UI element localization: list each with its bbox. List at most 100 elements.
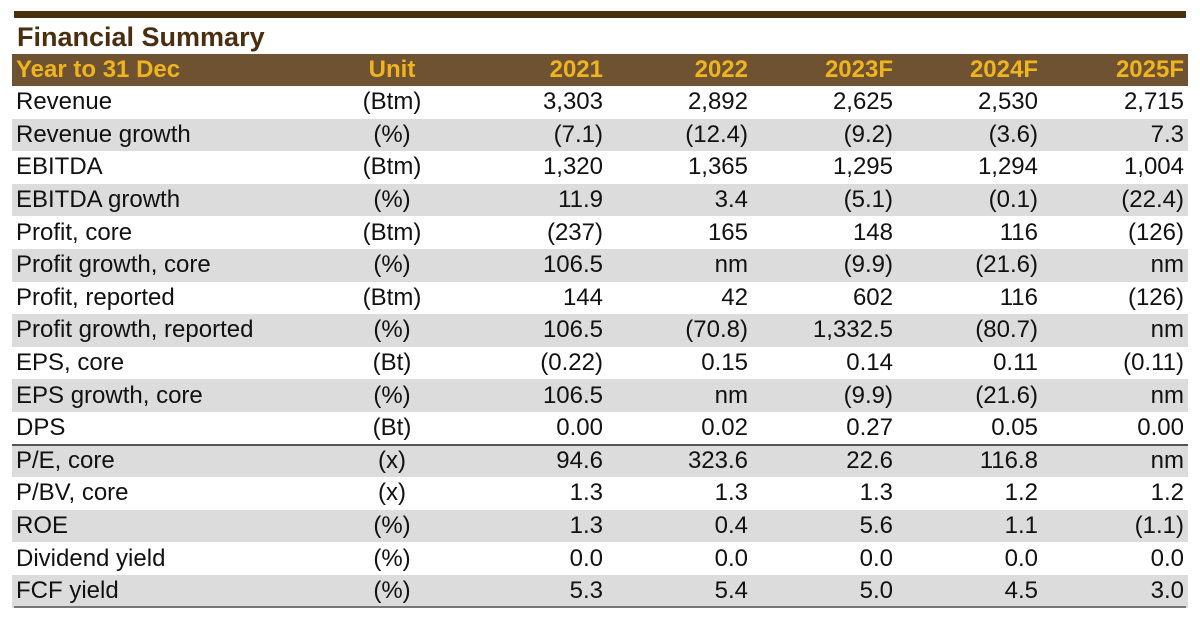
row-value: 116 — [999, 218, 1038, 246]
row-label: DPS — [16, 413, 66, 441]
row-unit: (%) — [373, 577, 411, 605]
table-row-pbv-core: P/BV, core (x) 1.3 1.3 1.3 1.2 1.2 — [12, 477, 1188, 510]
row-value: nm — [1042, 443, 1188, 478]
row-value: 0.00 — [556, 413, 603, 441]
row-unit: (Btm) — [362, 153, 422, 181]
row-value: 2,892 — [687, 88, 748, 116]
row-unit: (%) — [373, 544, 411, 572]
row-value: 116.8 — [897, 443, 1042, 478]
row-value: 11.9 — [558, 186, 603, 214]
header-year-2021: 2021 — [549, 56, 603, 83]
row-value: 2,715 — [1123, 88, 1184, 116]
table-row-dividend-yield: Dividend yield (%) 0.0 0.0 0.0 0.0 0.0 — [12, 542, 1188, 575]
row-value: 165 — [707, 218, 748, 246]
row-value: (70.8) — [685, 316, 748, 344]
row-value: (9.9) — [843, 381, 893, 409]
row-label: Profit, reported — [16, 283, 175, 311]
row-label: Revenue growth — [16, 120, 191, 148]
table-row-pe-core: P/E, core (x) 94.6 323.6 22.6 116.8 nm — [12, 443, 1188, 478]
row-value: 0.0 — [859, 544, 893, 572]
row-unit: (%) — [373, 316, 411, 344]
row-value: 1.2 — [1150, 479, 1184, 507]
table-row-ebitda: EBITDA (Btm) 1,320 1,365 1,295 1,294 1,0… — [12, 151, 1188, 184]
row-value: 0.00 — [1137, 413, 1184, 441]
row-value: (9.2) — [843, 120, 893, 148]
row-value: 1.3 — [569, 512, 603, 540]
row-value: 0.4 — [714, 512, 748, 540]
row-value: 0.05 — [991, 413, 1038, 441]
row-value: 0.27 — [846, 413, 893, 441]
table-row-profit-core: Profit, core (Btm) (237) 165 148 116 (12… — [12, 216, 1188, 249]
row-label: ROE — [16, 512, 69, 540]
row-value: 1.1 — [1004, 512, 1038, 540]
row-unit: (Btm) — [362, 88, 422, 116]
header-row: Year to 31 Dec Unit 2021 2022 2023F 2024… — [12, 54, 1188, 86]
row-value: 0.14 — [846, 349, 893, 377]
bottom-rule — [14, 606, 1186, 608]
header-year-2025f: 2025F — [1115, 56, 1184, 83]
row-value: 5.6 — [859, 512, 893, 540]
header-year-2024f: 2024F — [969, 56, 1038, 83]
row-value: 7.3 — [1150, 120, 1184, 148]
row-value: 3,303 — [542, 88, 603, 116]
table-row-fcf-yield: FCF yield (%) 5.3 5.4 5.0 4.5 3.0 — [12, 574, 1188, 608]
row-value: (0.11) — [1123, 349, 1184, 377]
row-value: 144 — [562, 283, 603, 311]
row-value: (237) — [546, 218, 603, 246]
header-unit: Unit — [368, 56, 416, 83]
table-row-ebitda-growth: EBITDA growth (%) 11.9 3.4 (5.1) (0.1) (… — [12, 183, 1188, 217]
table-row-revenue: Revenue (Btm) 3,303 2,892 2,625 2,530 2,… — [12, 86, 1188, 119]
row-unit: (%) — [373, 251, 411, 279]
row-value: (21.6) — [975, 251, 1038, 279]
header-year-2023f: 2023F — [824, 56, 893, 83]
row-value: nm — [714, 251, 748, 279]
row-unit: (%) — [373, 120, 411, 148]
row-value: nm — [1150, 381, 1184, 409]
row-value: (126) — [1127, 283, 1184, 311]
row-label: Profit, core — [16, 218, 133, 246]
row-value: 1,332.5 — [812, 316, 893, 344]
table-row-revenue-growth: Revenue growth (%) (7.1) (12.4) (9.2) (3… — [12, 118, 1188, 152]
row-label: FCF yield — [16, 577, 119, 605]
table-row-profit-growth-reported: Profit growth, reported (%) 106.5 (70.8)… — [12, 314, 1188, 347]
row-value: 22.6 — [752, 443, 897, 478]
row-value: (3.6) — [988, 120, 1038, 148]
row-label: P/BV, core — [16, 479, 129, 507]
row-unit: (%) — [373, 512, 411, 540]
row-value: 1,295 — [832, 153, 893, 181]
row-unit: (Bt) — [372, 413, 412, 441]
row-value: 3.0 — [1150, 577, 1184, 605]
row-value: 0.0 — [569, 544, 603, 572]
row-unit: (%) — [373, 186, 411, 214]
row-label: EPS, core — [16, 349, 125, 377]
row-label: Dividend yield — [16, 544, 166, 572]
row-value: (0.1) — [988, 186, 1038, 214]
page-title: Financial Summary — [17, 22, 265, 52]
row-value: 148 — [852, 218, 893, 246]
row-value: 1,004 — [1123, 153, 1184, 181]
row-value: (5.1) — [843, 186, 893, 214]
row-label: Revenue — [16, 88, 113, 116]
row-value: nm — [1150, 316, 1184, 344]
row-value: 1.2 — [1004, 479, 1038, 507]
row-value: nm — [1150, 251, 1184, 279]
row-value: (1.1) — [1134, 512, 1184, 540]
row-value: (126) — [1127, 218, 1184, 246]
row-value: (22.4) — [1121, 186, 1184, 214]
row-value: 94.6 — [462, 443, 607, 478]
row-value: 2,530 — [977, 88, 1038, 116]
row-value: 3.4 — [714, 186, 748, 214]
financial-summary-table: Year to 31 Dec Unit 2021 2022 2023F 2024… — [12, 54, 1188, 608]
table-row-profit-reported: Profit, reported (Btm) 144 42 602 116 (1… — [12, 282, 1188, 315]
table-row-roe: ROE (%) 1.3 0.4 5.6 1.1 (1.1) — [12, 509, 1188, 543]
row-value: 1.3 — [859, 479, 893, 507]
row-value: 2,625 — [832, 88, 893, 116]
row-value: (9.9) — [843, 251, 893, 279]
table-row-profit-growth-core: Profit growth, core (%) 106.5 nm (9.9) (… — [12, 248, 1188, 282]
row-unit: (Bt) — [372, 349, 412, 377]
row-value: 4.5 — [1004, 577, 1038, 605]
row-unit: (x) — [378, 479, 406, 507]
row-value: (7.1) — [553, 120, 603, 148]
row-label: EPS growth, core — [16, 381, 203, 409]
row-value: 1,320 — [542, 153, 603, 181]
